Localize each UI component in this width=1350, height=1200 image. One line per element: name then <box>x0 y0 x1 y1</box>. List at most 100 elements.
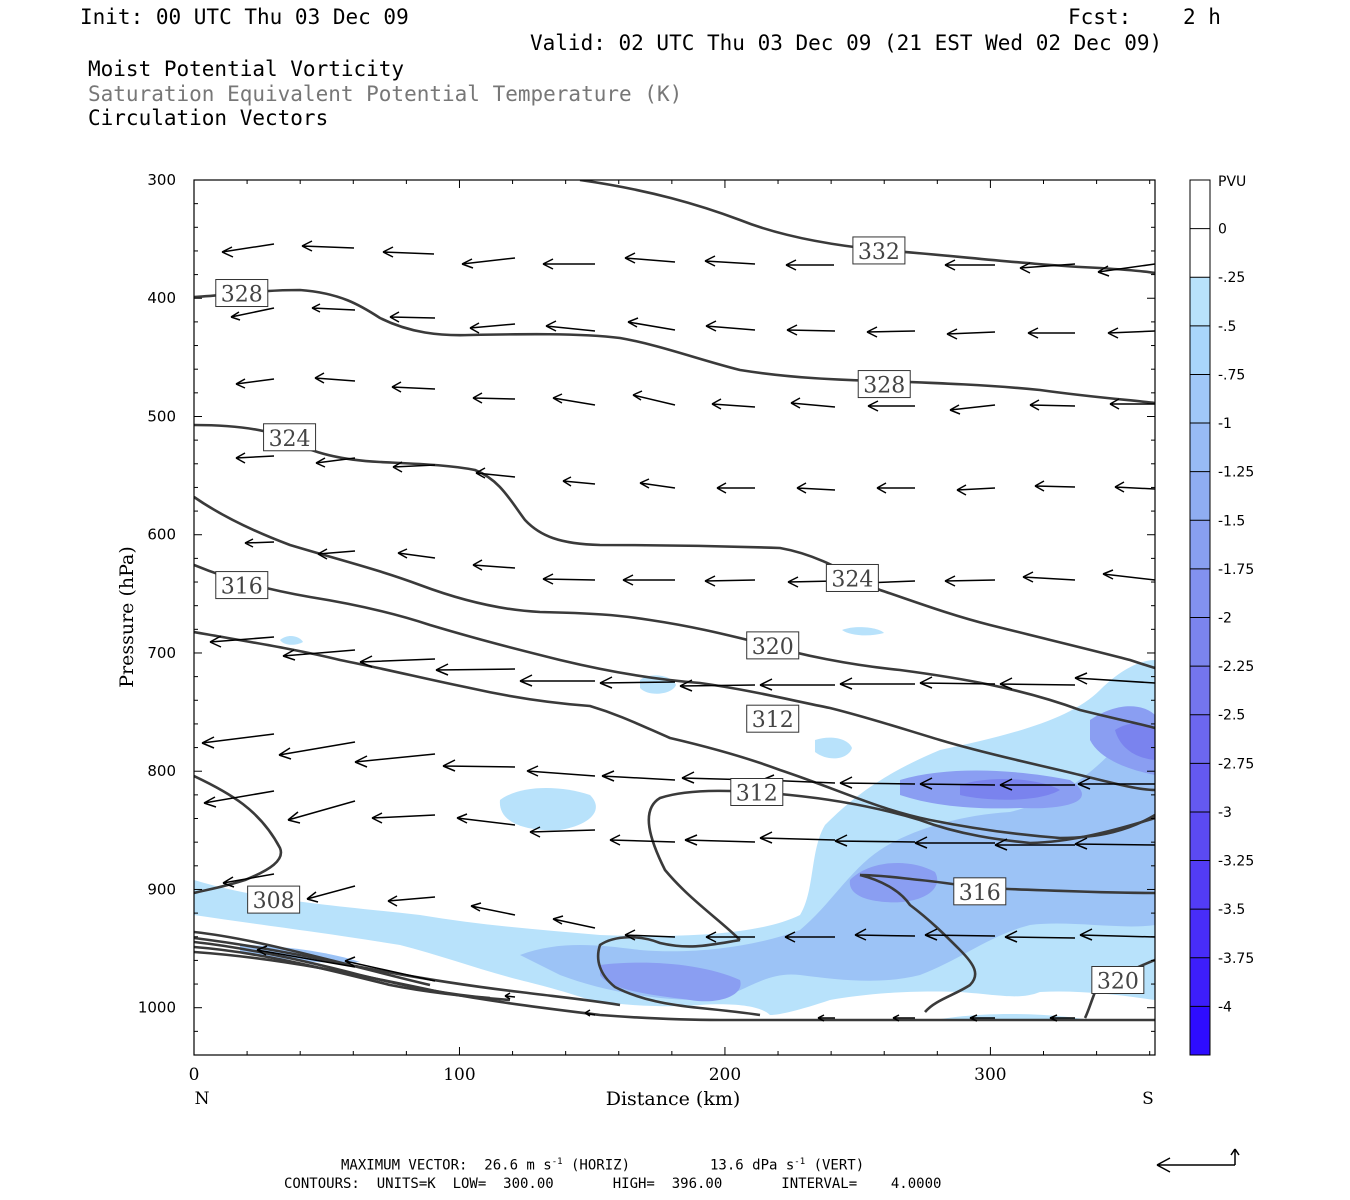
y-tick-label: 700 <box>147 644 176 662</box>
colorbar-label: -.75 <box>1218 367 1245 383</box>
colorbar-label: -3.5 <box>1218 902 1245 918</box>
colorbar-unit: PVU <box>1218 174 1246 190</box>
x-tick-label: 100 <box>443 1065 475 1085</box>
colorbar-label: -2 <box>1218 611 1232 627</box>
colorbar-label: -1.75 <box>1218 562 1254 578</box>
y-axis-title: Pressure (hPa) <box>116 546 138 688</box>
colorbar-label: -2.5 <box>1218 708 1245 724</box>
contour-label: 324 <box>263 423 317 452</box>
colorbar-swatch <box>1190 277 1210 327</box>
forecast-hour: 2 h <box>1183 5 1221 29</box>
contour-label: 324 <box>825 563 879 592</box>
colorbar-swatch <box>1190 471 1210 521</box>
colorbar-label: -2.75 <box>1218 756 1254 772</box>
colorbar-swatch <box>1190 1006 1210 1056</box>
y-tick-label: 600 <box>147 526 176 544</box>
reference-vector-icon <box>1156 1148 1240 1173</box>
svg-text:316: 316 <box>959 881 1001 906</box>
x-tick-label: 0 <box>189 1065 200 1085</box>
colorbar-swatch <box>1190 811 1210 862</box>
y-tick-label: 500 <box>147 407 176 425</box>
colorbar-label: -3.75 <box>1218 951 1254 967</box>
circulation-vectors <box>201 240 1155 1022</box>
colorbar-swatch <box>1190 228 1210 278</box>
contour-label: 308 <box>247 885 301 914</box>
y-tick-label: 400 <box>147 289 176 307</box>
valid-time: Valid: 02 UTC Thu 03 Dec 09 (21 EST Wed … <box>530 31 1163 55</box>
colorbar-label: -.5 <box>1218 319 1236 335</box>
axis-ticks <box>193 179 1155 1056</box>
svg-text:320: 320 <box>752 635 794 660</box>
svg-text:324: 324 <box>269 427 311 452</box>
y-tick-label: 800 <box>147 762 176 780</box>
colorbar-swatch <box>1190 180 1210 230</box>
colorbar-label: -3 <box>1218 805 1232 821</box>
colorbar-swatch <box>1190 423 1210 473</box>
contour-label: 328 <box>857 370 911 399</box>
svg-text:308: 308 <box>253 889 295 914</box>
y-tick-label: 1000 <box>138 999 176 1017</box>
y-tick-labels: 300 400 500 600 700 800 900 1000 <box>138 171 176 1017</box>
colorbar-swatch <box>1190 325 1210 375</box>
contour-label: 312 <box>746 704 800 733</box>
contour-label: 332 <box>852 236 906 265</box>
field-vectors: Circulation Vectors <box>88 106 329 130</box>
colorbar-label: 0 <box>1218 222 1227 238</box>
svg-text:324: 324 <box>831 567 873 592</box>
colorbar-label: -2.25 <box>1218 659 1254 675</box>
field-mpv: Moist Potential Vorticity <box>88 57 405 81</box>
x-tick-labels: 0 100 200 300 <box>189 1065 1007 1085</box>
forecast-label: Fcst: <box>1068 5 1132 29</box>
colorbar-swatch <box>1190 666 1210 716</box>
colorbar-label: -4 <box>1218 999 1232 1015</box>
plot-frame <box>193 179 1156 1056</box>
colorbar-label: -1.25 <box>1218 465 1254 481</box>
svg-text:332: 332 <box>858 240 900 265</box>
colorbar-swatch <box>1190 520 1210 570</box>
max-vector-exp2: -1 <box>794 1157 806 1167</box>
contour-labels: 332 328 328 324 324 316 320 312 312 316 308 320 <box>215 236 1145 995</box>
colorbar-swatch <box>1190 568 1210 618</box>
svg-text:328: 328 <box>221 283 263 308</box>
svg-text:312: 312 <box>736 782 778 807</box>
colorbar-swatch <box>1190 714 1210 764</box>
colorbar-label: -1.5 <box>1218 513 1245 529</box>
x-end-label-north: N <box>195 1089 210 1109</box>
svg-text:312: 312 <box>752 708 794 733</box>
x-tick-label: 300 <box>974 1065 1006 1085</box>
contour-label: 316 <box>953 877 1007 906</box>
init-time: Init: 00 UTC Thu 03 Dec 09 <box>80 5 409 29</box>
max-vector-line: MAXIMUM VECTOR: 26.6 m s-1 (HORIZ) 13.6 d… <box>341 1157 864 1174</box>
x-axis-title: Distance (km) <box>606 1088 741 1110</box>
colorbar-swatch <box>1190 374 1210 424</box>
contour-label: 316 <box>215 571 269 600</box>
contour-label: 312 <box>730 778 784 807</box>
max-vector-horiz: MAXIMUM VECTOR: 26.6 m s <box>341 1157 552 1174</box>
field-thetae: Saturation Equivalent Potential Temperat… <box>88 82 683 106</box>
pv-colorbar: 0 -.25 -.5 -.75 -1 -1.25 -1.5 -1.75 -2 -2.25 -2.5 -… <box>1189 179 1254 1056</box>
contour-label: 328 <box>215 279 269 308</box>
x-end-label-south: S <box>1142 1089 1154 1109</box>
svg-text:316: 316 <box>221 575 263 600</box>
colorbar-swatch <box>1190 860 1210 910</box>
x-tick-label: 200 <box>709 1065 741 1085</box>
y-tick-label: 300 <box>147 171 176 189</box>
contour-info: CONTOURS: UNITS=K LOW= 300.00 HIGH= 396.… <box>284 1176 942 1192</box>
y-tick-label: 900 <box>147 880 176 898</box>
max-vector-horiz-tag: (HORIZ) <box>562 1157 630 1174</box>
contour-label: 320 <box>746 631 800 660</box>
max-vector-vert-tag: (VERT) <box>805 1157 865 1174</box>
colorbar-swatch <box>1190 763 1210 813</box>
svg-text:328: 328 <box>863 374 905 399</box>
colorbar-label: -.25 <box>1218 270 1245 286</box>
mpv-shading <box>194 627 1155 1020</box>
colorbar-swatch <box>1190 957 1210 1007</box>
colorbar-swatch <box>1190 617 1210 667</box>
colorbar-label: -1 <box>1218 416 1232 432</box>
colorbar-label: -3.25 <box>1218 854 1254 870</box>
svg-text:320: 320 <box>1097 970 1139 995</box>
max-vector-exp1: -1 <box>551 1157 563 1167</box>
max-vector-vert: 13.6 dPa s <box>710 1157 795 1174</box>
contour-label: 320 <box>1091 966 1145 995</box>
